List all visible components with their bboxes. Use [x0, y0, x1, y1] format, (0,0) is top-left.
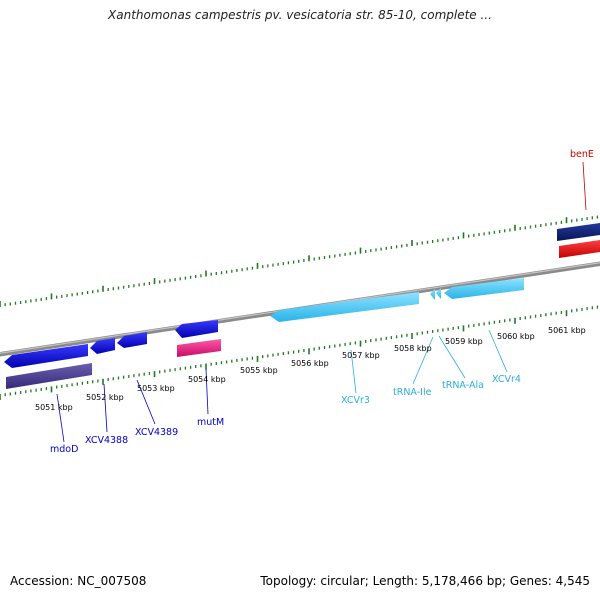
tick-label: 5056 kbp [291, 359, 329, 368]
gene-mutM-box[interactable] [177, 339, 221, 357]
gene-XCVr3-arrow[interactable] [270, 292, 419, 322]
tick-label: 5053 kbp [137, 384, 175, 393]
tick-label: 5059 kbp [445, 337, 483, 346]
leader-XCVr3 [350, 349, 357, 394]
leader-mutM [205, 368, 209, 415]
gene-label-tRNA-Ile[interactable]: tRNA-Ile [393, 387, 432, 398]
tick-label: 5052 kbp [86, 393, 124, 402]
gene-label-XCVr3[interactable]: XCVr3 [341, 395, 370, 406]
tick-label: 5051 kbp [35, 403, 73, 412]
gene-features [4, 223, 600, 389]
leader-XCV4388 [103, 383, 108, 433]
gene-label-XCVr4[interactable]: XCVr4 [492, 374, 521, 385]
tick-label: 5055 kbp [240, 366, 278, 375]
accession-text: Accession: NC_007508 [10, 574, 147, 588]
gene-label-mdoD[interactable]: mdoD [50, 444, 78, 455]
tick-labels: 5051 kbp 5052 kbp 5053 kbp 5054 kbp 5055… [35, 326, 586, 412]
leader-XCVr4 [488, 329, 508, 373]
gene-XCVr4-arrow[interactable] [444, 278, 524, 299]
lower-tick-track [0, 305, 599, 400]
tick-label: 5060 kbp [497, 332, 535, 341]
genome-summary-text: Topology: circular; Length: 5,178,466 bp… [260, 574, 590, 588]
gene-tRNA-Ala-arrow[interactable] [436, 288, 441, 299]
tick-label: 5054 kbp [188, 375, 226, 384]
gene-label-benE[interactable]: benE [570, 149, 594, 160]
gene-benE-box-red[interactable] [559, 240, 600, 258]
upper-tick-track [0, 215, 599, 307]
leader-tRNA-Ala [438, 335, 466, 379]
map-title: Xanthomonas campestris pv. vesicatoria s… [108, 8, 492, 22]
gene-benE-box-navy[interactable] [557, 223, 600, 241]
gene-label-tRNA-Ala[interactable]: tRNA-Ala [442, 380, 484, 391]
leader-mdoD [56, 393, 65, 443]
tick-label: 5061 kbp [548, 326, 586, 335]
tick-label: 5057 kbp [342, 351, 380, 360]
gene-labels: mdoD XCV4388 XCV4389 mutM XCVr3 tRNA-Ile… [50, 149, 594, 455]
gene-mdoD-box[interactable] [6, 363, 92, 389]
gene-tRNA-Ile-arrow[interactable] [430, 289, 435, 300]
gene-XCV4389-arrow[interactable] [117, 332, 147, 348]
gene-label-XCV4389[interactable]: XCV4389 [135, 427, 178, 438]
leader-XCV4389 [136, 379, 156, 425]
gene-mdoD-arrow[interactable] [4, 344, 88, 368]
gene-leader-lines [56, 161, 587, 443]
gene-XCV4388-arrow[interactable] [90, 338, 115, 354]
gene-label-XCV4388[interactable]: XCV4388 [85, 435, 128, 446]
leader-benE [582, 161, 587, 211]
leader-tRNA-Ile [412, 336, 434, 385]
tick-label: 5058 kbp [394, 344, 432, 353]
gene-mutM-arrow[interactable] [175, 320, 218, 338]
gene-label-mutM[interactable]: mutM [197, 417, 224, 428]
